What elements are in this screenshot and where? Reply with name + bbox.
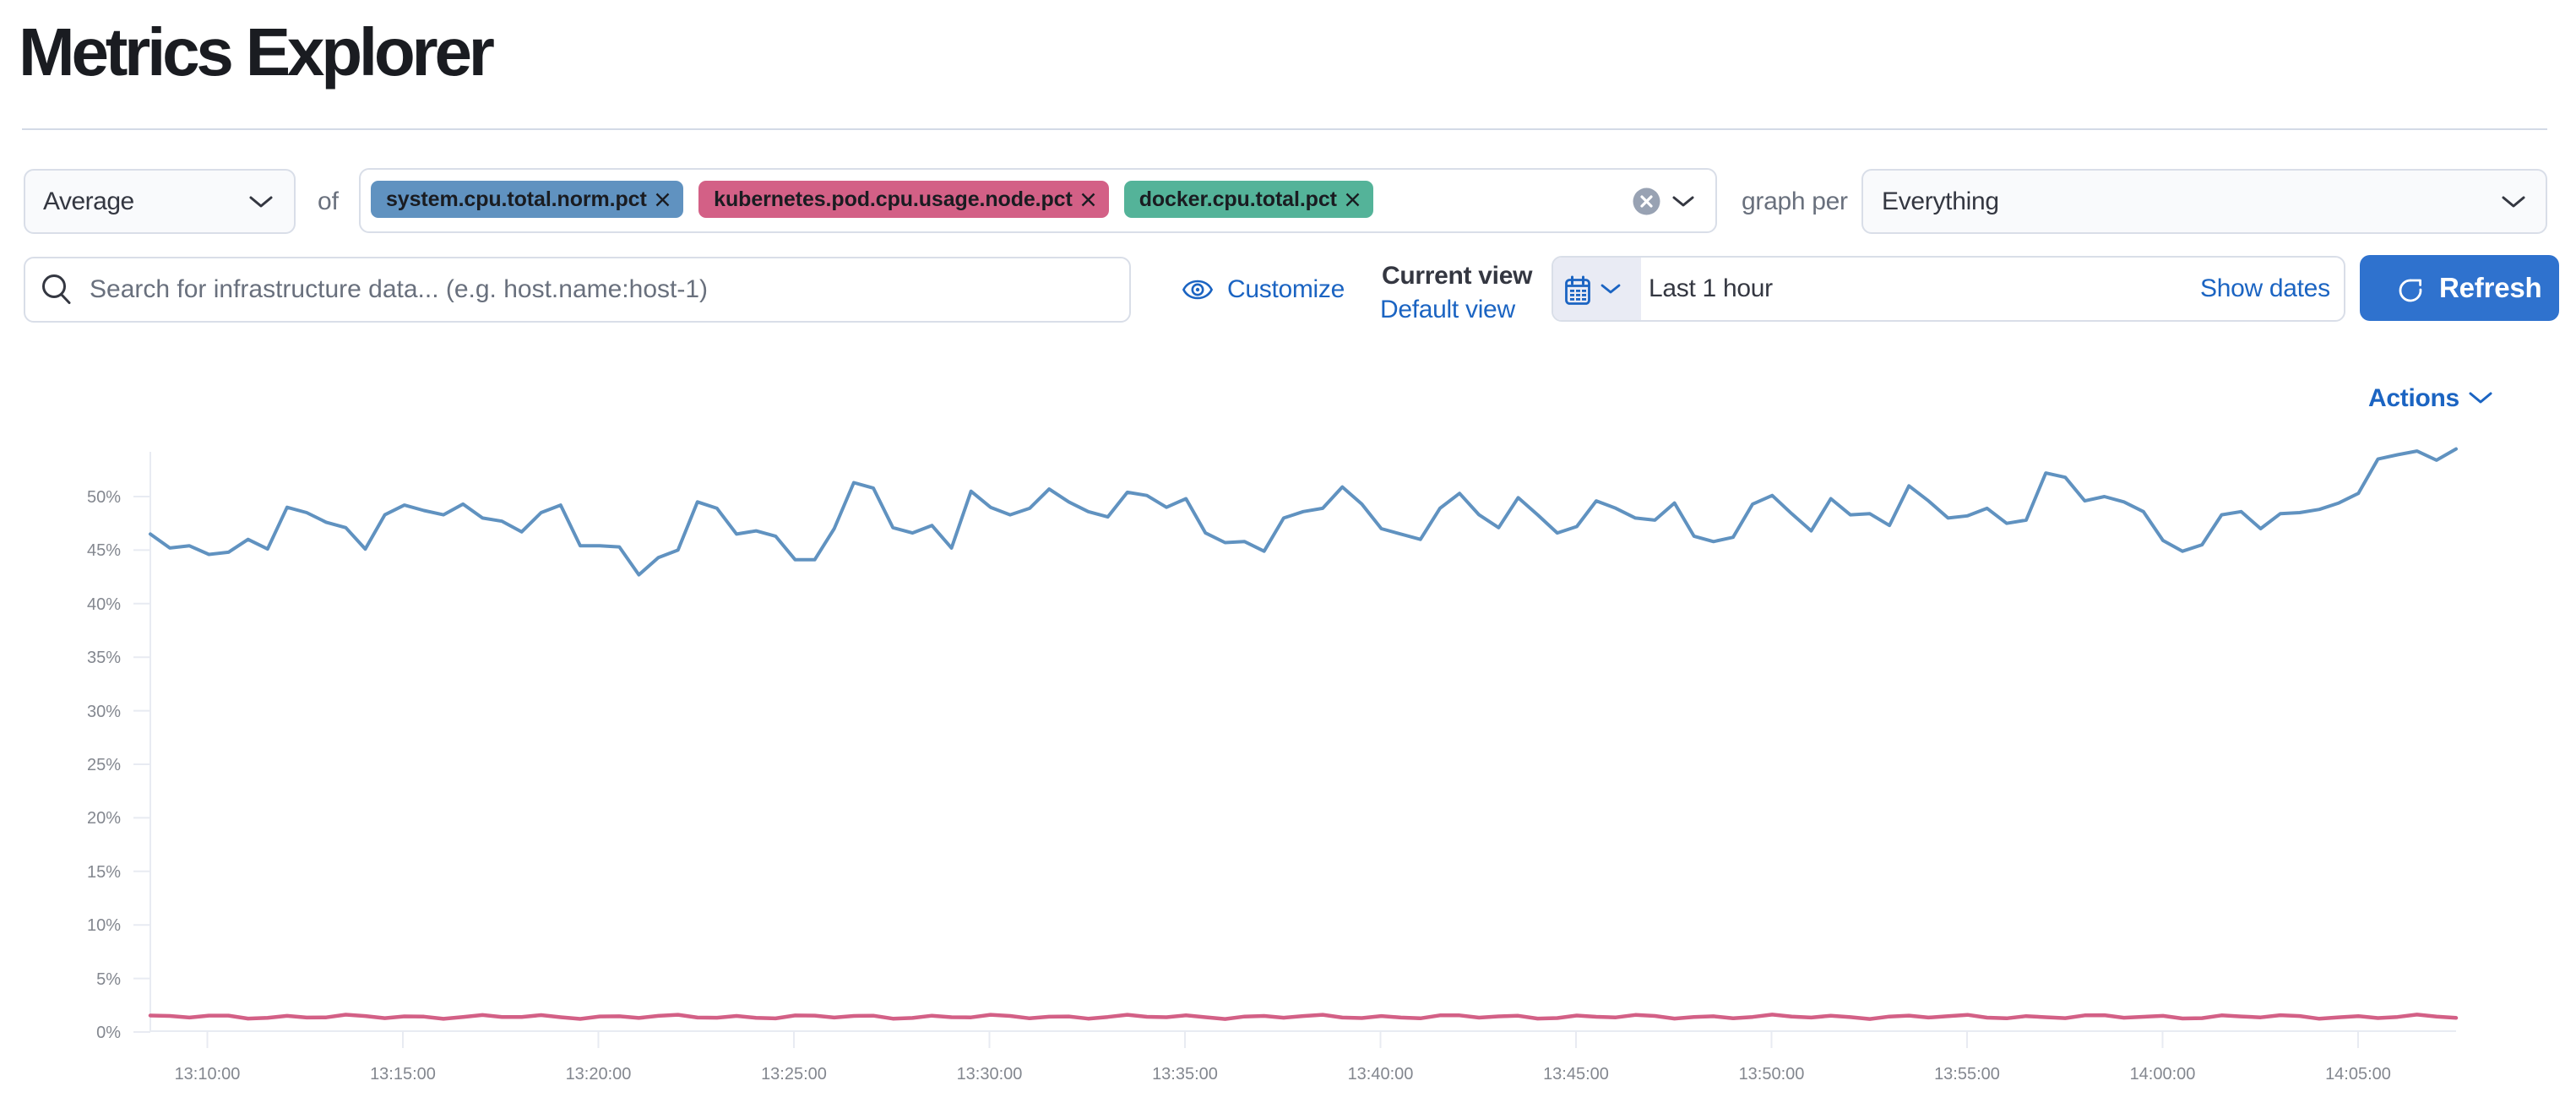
svg-text:14:00:00: 14:00:00	[2130, 1065, 2196, 1084]
svg-text:50%: 50%	[87, 488, 121, 507]
svg-text:5%: 5%	[96, 970, 121, 989]
svg-text:10%: 10%	[87, 916, 121, 935]
svg-text:0%: 0%	[96, 1024, 121, 1042]
svg-text:20%: 20%	[87, 809, 121, 828]
svg-text:13:40:00: 13:40:00	[1348, 1065, 1414, 1084]
svg-text:13:45:00: 13:45:00	[1543, 1065, 1609, 1084]
svg-text:13:50:00: 13:50:00	[1739, 1065, 1805, 1084]
svg-text:13:10:00: 13:10:00	[175, 1065, 241, 1084]
svg-text:13:55:00: 13:55:00	[1934, 1065, 2000, 1084]
svg-text:40%: 40%	[87, 595, 121, 614]
svg-text:25%: 25%	[87, 756, 121, 774]
svg-text:35%: 35%	[87, 649, 121, 667]
svg-text:45%: 45%	[87, 541, 121, 560]
svg-text:30%: 30%	[87, 703, 121, 721]
svg-text:14:05:00: 14:05:00	[2325, 1065, 2391, 1084]
svg-text:13:30:00: 13:30:00	[957, 1065, 1023, 1084]
svg-text:15%: 15%	[87, 863, 121, 882]
svg-text:13:25:00: 13:25:00	[761, 1065, 827, 1084]
svg-text:13:35:00: 13:35:00	[1152, 1065, 1218, 1084]
svg-text:13:15:00: 13:15:00	[370, 1065, 436, 1084]
svg-text:13:20:00: 13:20:00	[566, 1065, 632, 1084]
